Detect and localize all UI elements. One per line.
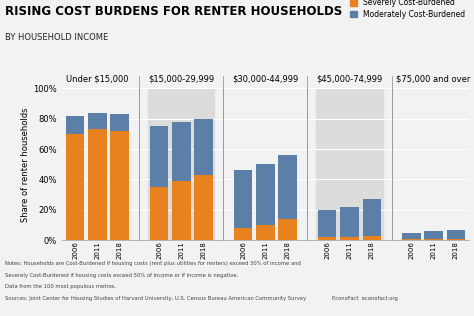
Text: Data from the 100 most populous metros.: Data from the 100 most populous metros.: [5, 284, 116, 289]
Bar: [363, 236, 381, 240]
Bar: [172, 122, 191, 181]
Bar: [340, 207, 359, 237]
Bar: [88, 113, 107, 130]
Bar: [318, 237, 337, 240]
Text: $45,000-74,999: $45,000-74,999: [316, 75, 383, 84]
Bar: [66, 116, 84, 134]
Y-axis label: Share of renter households: Share of renter households: [21, 107, 30, 222]
Bar: [148, 88, 214, 240]
Text: $15,000-29,999: $15,000-29,999: [148, 75, 214, 84]
Text: $30,000-44,999: $30,000-44,999: [232, 75, 299, 84]
Bar: [194, 119, 213, 175]
Bar: [402, 239, 420, 240]
Bar: [172, 181, 191, 240]
Bar: [318, 210, 337, 237]
Bar: [340, 237, 359, 240]
Legend: Severely Cost-Burdened, Moderately Cost-Burdened: Severely Cost-Burdened, Moderately Cost-…: [349, 0, 465, 19]
Text: Sources: Joint Center for Housing Studies of Harvard University, U.S. Census Bur: Sources: Joint Center for Housing Studie…: [5, 296, 306, 301]
Bar: [194, 175, 213, 240]
Bar: [110, 114, 129, 131]
Text: $75,000 and over: $75,000 and over: [396, 75, 471, 84]
Text: Notes: Households are Cost-Burdened if housing costs (rent plus utilities for re: Notes: Households are Cost-Burdened if h…: [5, 261, 301, 266]
Bar: [150, 126, 168, 187]
Text: Under $15,000: Under $15,000: [66, 75, 128, 84]
Bar: [424, 231, 443, 239]
Bar: [447, 229, 465, 239]
Bar: [447, 239, 465, 240]
Bar: [234, 228, 253, 240]
Bar: [278, 219, 297, 240]
Bar: [402, 233, 420, 239]
Bar: [66, 134, 84, 240]
Text: Severely Cost-Burdened if housing costs exceed 50% of income or if income is neg: Severely Cost-Burdened if housing costs …: [5, 273, 238, 278]
Bar: [424, 239, 443, 240]
Text: RISING COST BURDENS FOR RENTER HOUSEHOLDS: RISING COST BURDENS FOR RENTER HOUSEHOLD…: [5, 5, 342, 18]
Text: EconoFact  econofact.org: EconoFact econofact.org: [332, 296, 398, 301]
Bar: [256, 225, 275, 240]
Bar: [234, 170, 253, 228]
Bar: [317, 88, 383, 240]
Bar: [88, 130, 107, 240]
Bar: [256, 164, 275, 225]
Bar: [363, 199, 381, 236]
Bar: [110, 131, 129, 240]
Text: BY HOUSEHOLD INCOME: BY HOUSEHOLD INCOME: [5, 33, 108, 42]
Bar: [278, 155, 297, 219]
Bar: [150, 187, 168, 240]
